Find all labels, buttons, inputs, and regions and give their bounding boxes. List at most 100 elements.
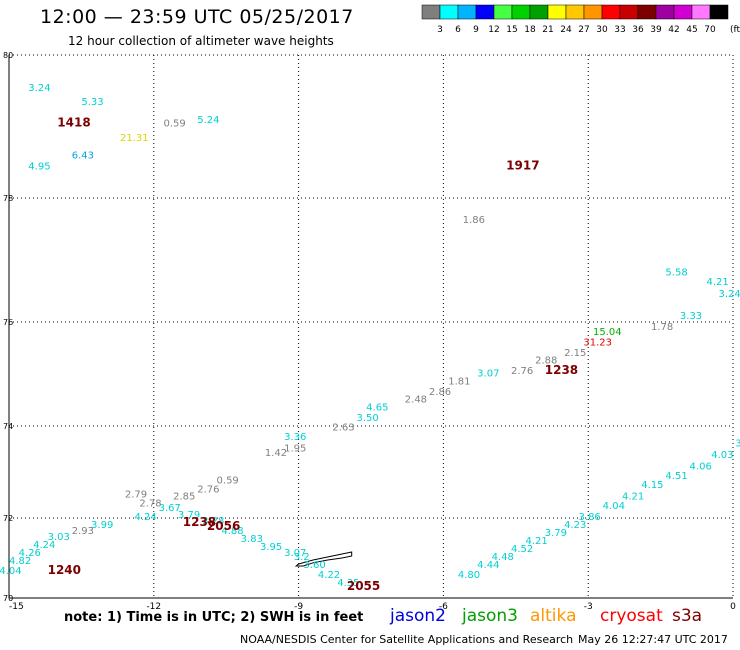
wave-height-label: 15.04 [593, 327, 622, 338]
wave-height-label: 3.03 [48, 532, 70, 543]
wave-height-label: 2.93 [72, 526, 94, 537]
wave-height-label: 4.24 [134, 512, 156, 523]
wave-height-label: 6.43 [72, 151, 94, 162]
colorbar-tick-label: 6 [455, 25, 461, 35]
y-tick-label: 72 [3, 514, 13, 523]
legend-s3a: s3a [672, 606, 703, 626]
pass-time-label: 2055 [347, 579, 380, 593]
map-title: 12:00 — 23:59 UTC 05/25/2017 [40, 6, 354, 28]
wave-height-label: 2.78 [139, 499, 161, 510]
legend-note: note: 1) Time is in UTC; 2) SWH is in fe… [64, 610, 364, 625]
colorbar-tick-label: 39 [650, 25, 662, 35]
wave-height-label: 3.07 [284, 548, 306, 559]
y-tick-label: 76 [3, 318, 13, 327]
credit-line: NOAA/NESDIS Center for Satellite Applica… [240, 633, 574, 646]
x-tick-label: -3 [584, 602, 593, 612]
colorbar-tick-label: 12 [488, 25, 499, 35]
wave-height-label: 1.42 [265, 448, 287, 459]
colorbar-tick-label: 36 [632, 25, 644, 35]
pass-time-label: 1418 [57, 116, 90, 130]
wave-height-label: 5.58 [665, 268, 687, 279]
wave-height-label: 31.23 [583, 337, 612, 348]
island-outline [294, 551, 353, 567]
colorbar-tick-label: 18 [524, 25, 536, 35]
wave-height-label: 3.24 [28, 83, 50, 94]
x-tick-label: -6 [439, 602, 448, 612]
timestamp: May 26 12:27:47 UTC 2017 [578, 633, 728, 646]
pass-time-label: 1240 [48, 563, 81, 577]
colorbar-tick-label: 9 [473, 25, 479, 35]
wave-height-label: 4.21 [706, 277, 728, 288]
colorbar-swatch [709, 4, 729, 20]
wave-height-label: 2.15 [564, 348, 586, 359]
wave-height-label: 3.24 [719, 289, 740, 300]
wave-height-label: 1.86 [463, 215, 485, 226]
colorbar-tick-label: 45 [686, 25, 697, 35]
wave-height-label: 5.33 [81, 97, 103, 108]
legend-jason3: jason3 [462, 606, 518, 626]
y-tick-label: 80 [3, 51, 13, 60]
wave-height-label: 4.26 [19, 548, 41, 559]
wave-height-label: 3.36 [284, 432, 306, 443]
colorbar-tick-label: 27 [578, 25, 589, 35]
wave-height-label: 4.95 [28, 161, 50, 172]
wave-height-label: 0.59 [163, 119, 185, 130]
wave-height-label: 3.79 [545, 528, 567, 539]
colorbar-tick-label: 30 [596, 25, 608, 35]
wave-height-label: 3.79 [178, 510, 200, 521]
wave-height-label: 4.04 [0, 566, 22, 577]
wave-height-label: 4.80 [458, 570, 480, 581]
wave-height-label: 2.79 [125, 489, 147, 500]
pass-time-label: 1917 [506, 158, 539, 172]
wave-height-label: 2.88 [535, 356, 557, 367]
wave-height-label: 2.76 [197, 485, 219, 496]
wave-height-label: 4.35 [337, 578, 359, 589]
colorbar-tick-label: 15 [506, 25, 517, 35]
wave-height-label: 3.67 [159, 503, 181, 514]
wave-height-label: 4.88 [221, 526, 243, 537]
wave-height-label: 4.03 [711, 450, 733, 461]
wave-height-label: 2.63 [332, 423, 354, 434]
wave-height-label: 2.85 [173, 492, 195, 503]
map-subtitle: 12 hour collection of altimeter wave hei… [68, 34, 334, 48]
wave-height-label: 4.21 [622, 492, 644, 503]
colorbar-tick-label: 21 [542, 25, 553, 35]
wave-height-label: 4.82 [9, 556, 31, 567]
wave-height-label: 4.51 [665, 471, 687, 482]
wave-height-label: 4.06 [690, 462, 712, 473]
x-tick-label: -9 [294, 602, 303, 612]
wave-height-label: 3.2 [294, 552, 310, 563]
y-tick-label: 74 [3, 422, 13, 431]
wave-height-label: 3.28 [202, 516, 224, 527]
pass-time-label: 1238 [545, 363, 578, 377]
colorbar-tick-label: 42 [668, 25, 679, 35]
wave-height-label: 3 [735, 439, 740, 450]
wave-height-label: 21.31 [120, 133, 149, 144]
x-tick-label: -12 [146, 602, 161, 612]
wave-height-label: 3.07 [477, 369, 499, 380]
colorbar-tick-label: 24 [560, 25, 572, 35]
legend: note: 1) Time is in UTC; 2) SWH is in fe… [64, 606, 702, 626]
wave-height-label: 4.04 [603, 501, 625, 512]
wave-height-label: 3.86 [579, 512, 601, 523]
wave-height-label: 3.99 [91, 520, 113, 531]
wave-height-label: 4.15 [641, 480, 663, 491]
wave-height-label: 3.33 [680, 311, 702, 322]
y-tick-label: 78 [3, 194, 13, 203]
wave-height-label: 4.48 [492, 552, 514, 563]
x-tick-label: -15 [9, 602, 24, 612]
wave-height-label: 0.59 [217, 476, 239, 487]
wave-height-label: 1.78 [651, 322, 673, 333]
wave-height-label: 1.95 [284, 443, 306, 454]
colorbar-tick-label: 70 [704, 25, 716, 35]
wave-height-label: 2.48 [405, 395, 427, 406]
colorbar-tick-label: 3 [437, 25, 443, 35]
wave-height-label: 4.52 [511, 544, 533, 555]
colorbar-tick-label: 33 [614, 25, 625, 35]
wave-height-label: 3.95 [260, 542, 282, 553]
wave-height-label: 5.24 [197, 115, 219, 126]
wave-height-label: 3.83 [241, 534, 263, 545]
wave-height-label: 4.24 [33, 540, 55, 551]
wave-height-label: 2.86 [429, 387, 451, 398]
